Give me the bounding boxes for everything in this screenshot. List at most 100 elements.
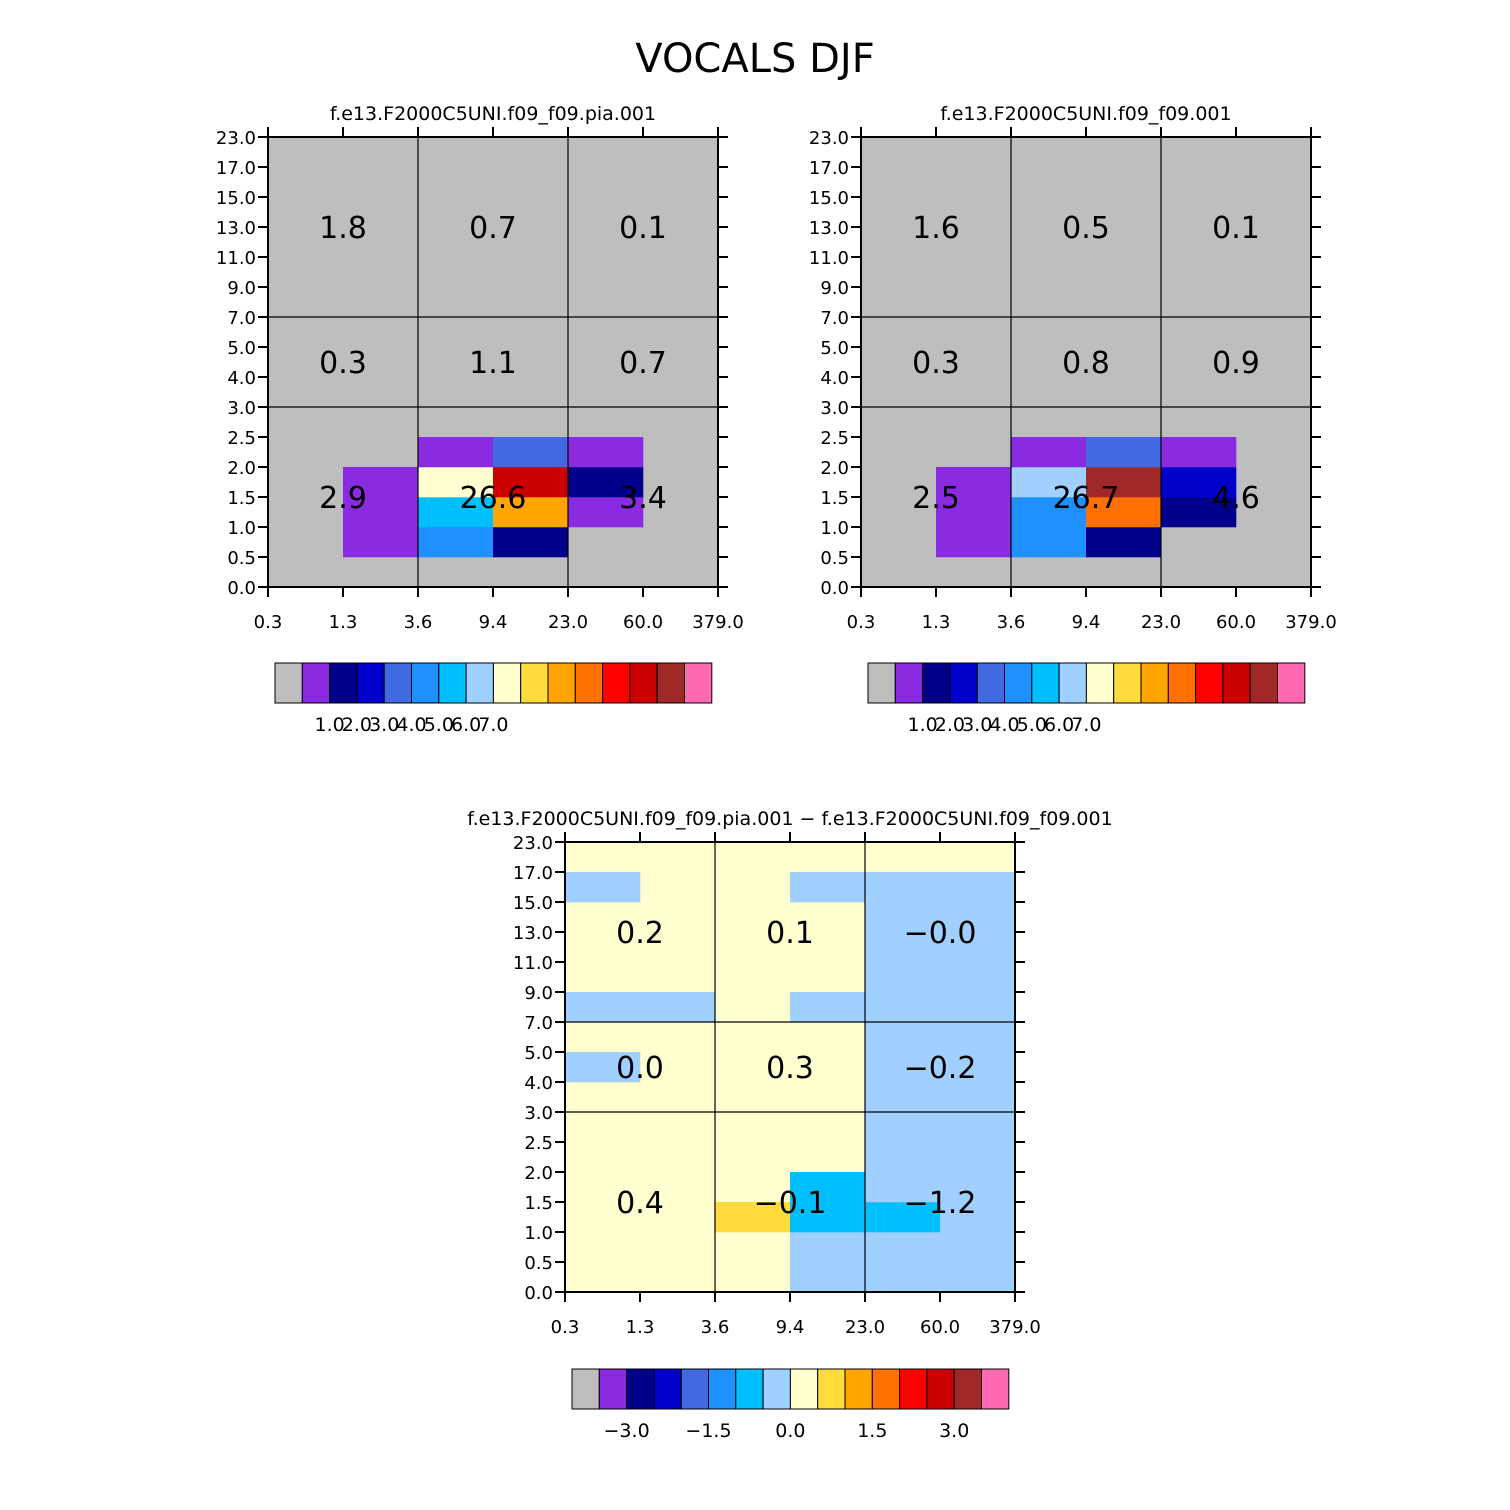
- colorbar-swatch: [1085, 662, 1115, 704]
- heatmap-cell: [1161, 437, 1237, 468]
- y-tick-label: 9.0: [524, 983, 553, 1004]
- y-tick-label: 9.0: [820, 278, 849, 299]
- colorbar-swatch: [598, 1368, 628, 1410]
- y-tick-label: 0.5: [524, 1253, 553, 1274]
- y-tick-label: 11.0: [513, 953, 553, 974]
- y-tick-label: 5.0: [524, 1043, 553, 1064]
- x-tick-label: 3.6: [404, 612, 433, 633]
- colorbar: 1.02.03.04.05.06.07.0: [867, 662, 1306, 736]
- colorbar-label: 2.0: [342, 714, 372, 736]
- y-tick-label: 4.0: [820, 368, 849, 389]
- heatmap-cell: [940, 872, 1016, 903]
- heatmap-cell: [493, 497, 569, 528]
- x-tick-label: 1.3: [329, 612, 358, 633]
- figure-title: VOCALS DJF: [635, 36, 874, 82]
- region-value-label: 4.6: [1212, 481, 1260, 516]
- colorbar-swatch: [274, 662, 303, 704]
- heatmap-cell: [936, 467, 1012, 498]
- colorbar-swatch: [762, 1368, 791, 1410]
- y-tick-label: 15.0: [809, 188, 849, 209]
- y-tick-label: 15.0: [513, 893, 553, 914]
- x-tick-label: 9.4: [776, 1317, 805, 1338]
- colorbar-swatch: [571, 1368, 600, 1410]
- x-tick-label: 379.0: [692, 612, 744, 633]
- heatmap-cell: [343, 467, 419, 498]
- colorbar-swatch: [1167, 662, 1197, 704]
- heatmap-cell: [790, 1262, 866, 1293]
- heatmap-cell: [1086, 437, 1162, 468]
- region-value-label: −0.0: [904, 916, 977, 951]
- heatmap-cell: [865, 1202, 941, 1233]
- heatmap-cell: [940, 1112, 1016, 1143]
- heatmap-cell: [1086, 497, 1162, 528]
- y-tick-label: 2.5: [227, 428, 256, 449]
- colorbar-swatch: [867, 662, 896, 704]
- colorbar-swatch: [1222, 662, 1251, 704]
- region-value-label: 0.2: [616, 916, 664, 951]
- panel-title: f.e13.F2000C5UNI.f09_f09.pia.001 − f.e13…: [467, 808, 1112, 830]
- heatmap-cell: [940, 1022, 1016, 1053]
- y-tick-label: 23.0: [513, 833, 553, 854]
- heatmap-cell: [565, 992, 641, 1023]
- x-tick-label: 3.6: [997, 612, 1026, 633]
- panel-title: f.e13.F2000C5UNI.f09_f09.pia.001: [330, 103, 656, 125]
- y-tick-label: 17.0: [216, 158, 256, 179]
- y-tick-label: 2.5: [524, 1133, 553, 1154]
- y-tick-label: 0.0: [227, 578, 256, 599]
- y-tick-label: 3.0: [820, 398, 849, 419]
- heatmap-cell: [940, 932, 1016, 963]
- colorbar-swatch: [949, 662, 978, 704]
- heatmap-cell: [865, 992, 941, 1023]
- heatmap-cell: [1011, 497, 1087, 528]
- region-value-label: 1.6: [912, 211, 960, 246]
- colorbar-label: 1.0: [314, 714, 344, 736]
- colorbar-swatch: [926, 1368, 955, 1410]
- y-tick-label: 5.0: [820, 338, 849, 359]
- colorbar-swatch: [411, 662, 440, 704]
- colorbar-swatch: [817, 1368, 846, 1410]
- colorbar-swatch: [1113, 662, 1142, 704]
- heatmap-cell: [343, 497, 419, 528]
- colorbar-swatch: [520, 662, 549, 704]
- region-value-label: 0.0: [616, 1051, 664, 1086]
- colorbar-swatch: [1140, 662, 1169, 704]
- y-tick-label: 1.0: [524, 1223, 553, 1244]
- x-tick-label: 23.0: [548, 612, 588, 633]
- heatmap-cell: [790, 872, 866, 903]
- colorbar-swatch: [899, 1368, 928, 1410]
- y-tick-label: 2.0: [524, 1163, 553, 1184]
- heatmap-panel-2: f.e13.F2000C5UNI.f09_f09.001 1.6 0.5 0.1 0.3…: [809, 103, 1337, 736]
- heatmap-cell: [343, 527, 419, 558]
- heatmap-cell: [865, 902, 941, 933]
- heatmap-cell: [568, 497, 644, 528]
- x-tick-label: 23.0: [1141, 612, 1181, 633]
- y-tick-label: 2.0: [820, 458, 849, 479]
- x-tick-label: 0.3: [847, 612, 876, 633]
- y-tick-label: 11.0: [809, 248, 849, 269]
- heatmap-panel-1: f.e13.F2000C5UNI.f09_f09.pia.001 1.8 0.7 0.…: [216, 103, 744, 736]
- heatmap-cell: [1011, 527, 1087, 558]
- y-tick-label: 23.0: [216, 128, 256, 149]
- colorbar-label: 3.0: [962, 714, 992, 736]
- heatmap-cell: [1161, 467, 1237, 498]
- heatmap-cell: [865, 1142, 941, 1173]
- heatmap-cell: [565, 1052, 641, 1083]
- heatmap-cell: [790, 992, 866, 1023]
- colorbar-label: 1.0: [907, 714, 937, 736]
- y-tick-label: 3.0: [524, 1103, 553, 1124]
- y-tick-label: 17.0: [513, 863, 553, 884]
- colorbar-label: 6.0: [1044, 714, 1074, 736]
- heatmap-cell: [865, 1232, 941, 1263]
- heatmap-cell: [568, 437, 644, 468]
- x-tick-label: 60.0: [920, 1317, 960, 1338]
- heatmap-cell: [940, 902, 1016, 933]
- colorbar-label: 3.0: [939, 1420, 969, 1442]
- colorbar-swatch: [735, 1368, 764, 1410]
- heatmap-cell: [493, 437, 569, 468]
- colorbar-label: 2.0: [935, 714, 965, 736]
- heatmap-cell: [940, 1172, 1016, 1203]
- colorbar-swatch: [976, 662, 1006, 704]
- y-tick-label: 9.0: [227, 278, 256, 299]
- heatmap-cell: [865, 1262, 941, 1293]
- y-tick-label: 15.0: [216, 188, 256, 209]
